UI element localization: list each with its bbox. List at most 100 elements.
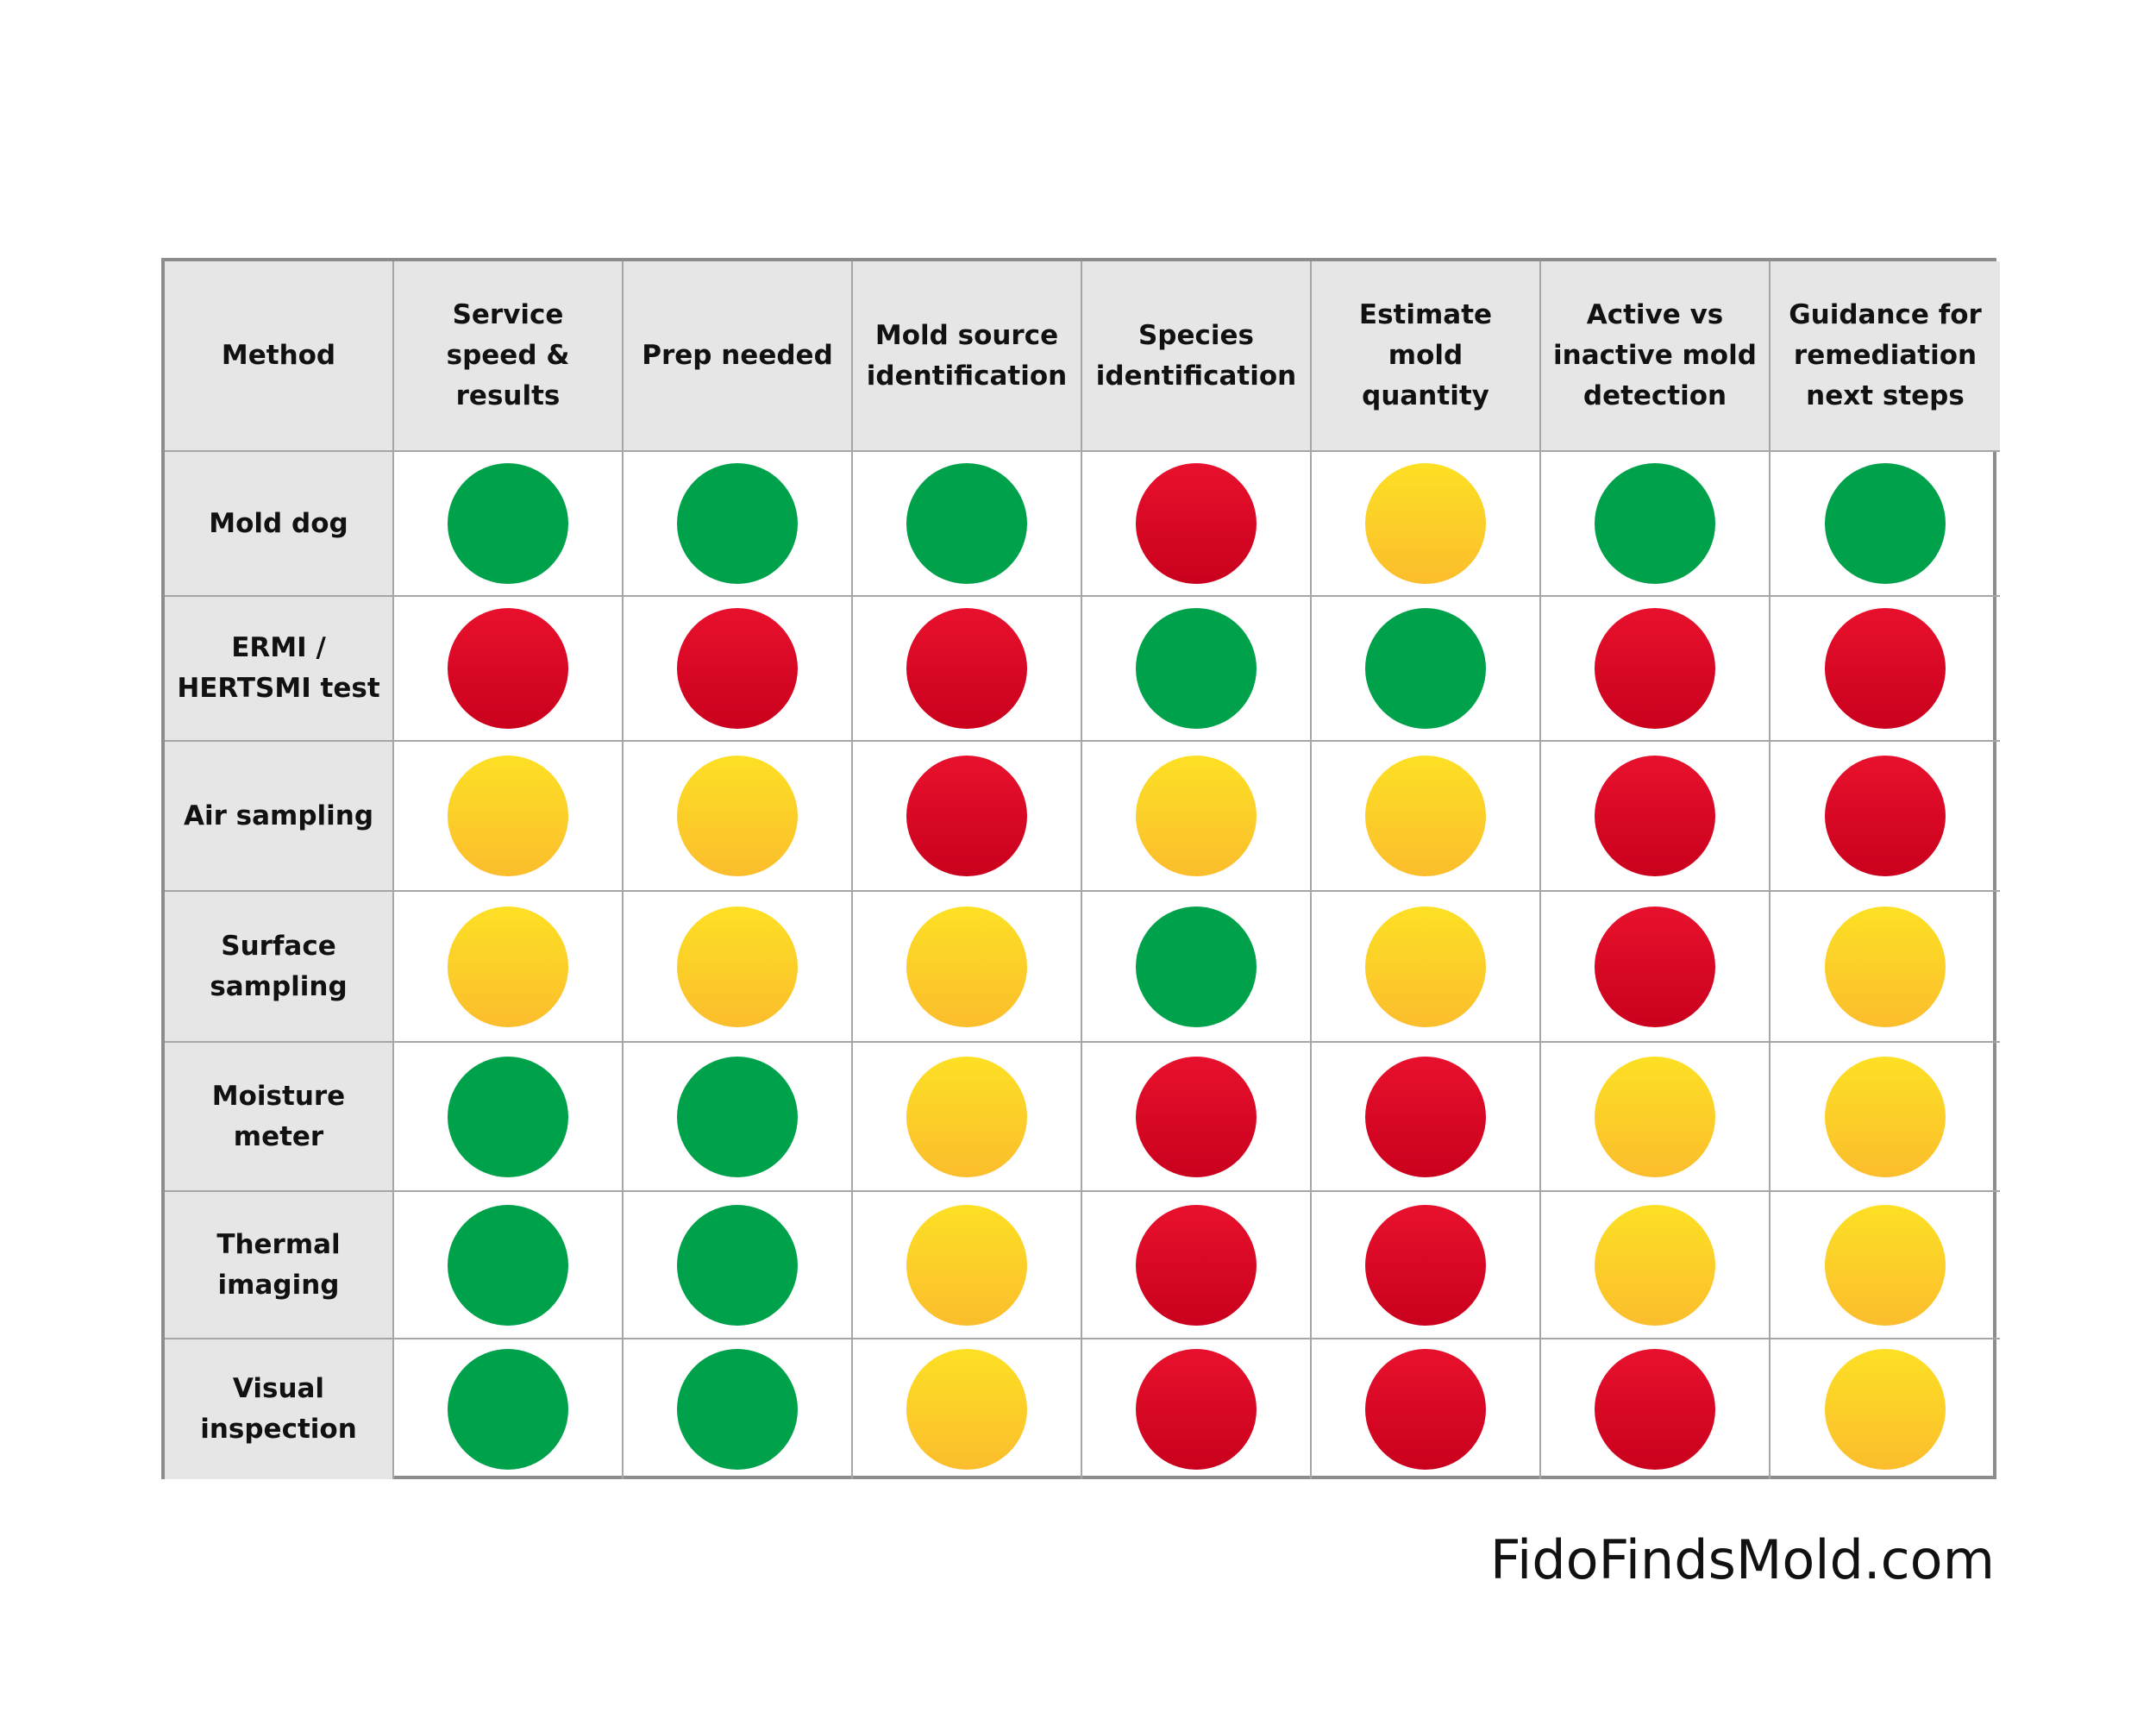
rating-dot bbox=[677, 756, 798, 876]
rating-dot bbox=[1595, 1349, 1715, 1470]
rating-cell bbox=[1541, 452, 1771, 597]
rating-dot bbox=[448, 906, 568, 1027]
rating-cell bbox=[1312, 597, 1541, 742]
rating-dot bbox=[677, 463, 798, 584]
rating-cell bbox=[1082, 1339, 1312, 1479]
rating-dot bbox=[1136, 756, 1257, 876]
rating-dot bbox=[677, 608, 798, 729]
rating-dot bbox=[1365, 1349, 1486, 1470]
header-cell: Active vs inactive mold detection bbox=[1541, 261, 1771, 452]
method-label: Moisture meter bbox=[165, 1043, 394, 1192]
rating-dot bbox=[1595, 463, 1715, 584]
rating-dot bbox=[1136, 1056, 1257, 1177]
rating-dot bbox=[1595, 1204, 1715, 1326]
rating-cell bbox=[853, 892, 1082, 1043]
header-cell: Mold source identification bbox=[853, 261, 1082, 452]
rating-dot bbox=[448, 1056, 568, 1177]
rating-cell bbox=[624, 892, 853, 1043]
rating-cell bbox=[624, 452, 853, 597]
rating-cell bbox=[394, 1339, 624, 1479]
rating-cell bbox=[624, 1043, 853, 1192]
rating-dot bbox=[1825, 608, 1946, 729]
rating-dot bbox=[906, 463, 1027, 584]
rating-cell bbox=[853, 1339, 1082, 1479]
rating-cell bbox=[853, 452, 1082, 597]
rating-cell bbox=[1771, 892, 2000, 1043]
rating-dot bbox=[906, 1056, 1027, 1177]
rating-dot bbox=[1136, 608, 1257, 729]
rating-cell bbox=[1541, 1339, 1771, 1479]
rating-dot bbox=[677, 1204, 798, 1326]
rating-dot bbox=[448, 756, 568, 876]
rating-dot bbox=[677, 1349, 798, 1470]
rating-dot bbox=[1136, 1349, 1257, 1470]
header-cell: Guidance for remediation next steps bbox=[1771, 261, 2000, 452]
rating-dot bbox=[1136, 906, 1257, 1027]
rating-dot bbox=[1365, 1056, 1486, 1177]
rating-dot bbox=[677, 906, 798, 1027]
rating-cell bbox=[624, 597, 853, 742]
rating-cell bbox=[624, 1339, 853, 1479]
rating-cell bbox=[1771, 1339, 2000, 1479]
rating-dot bbox=[906, 608, 1027, 729]
rating-dot bbox=[906, 756, 1027, 876]
rating-dot bbox=[1595, 756, 1715, 876]
method-label: Air sampling bbox=[165, 742, 394, 892]
rating-cell bbox=[1771, 1192, 2000, 1339]
rating-cell bbox=[1082, 597, 1312, 742]
rating-cell bbox=[394, 892, 624, 1043]
rating-cell bbox=[394, 1192, 624, 1339]
rating-dot bbox=[1136, 463, 1257, 584]
rating-dot bbox=[1595, 1056, 1715, 1177]
rating-cell bbox=[624, 742, 853, 892]
rating-cell bbox=[624, 1192, 853, 1339]
header-cell: Prep needed bbox=[624, 261, 853, 452]
rating-dot bbox=[1365, 756, 1486, 876]
rating-dot bbox=[448, 463, 568, 584]
header-cell: Method bbox=[165, 261, 394, 452]
rating-dot bbox=[906, 1204, 1027, 1326]
header-cell: Estimate mold quantity bbox=[1312, 261, 1541, 452]
rating-cell bbox=[1771, 742, 2000, 892]
rating-cell bbox=[1312, 892, 1541, 1043]
rating-cell bbox=[1082, 1192, 1312, 1339]
rating-cell bbox=[394, 452, 624, 597]
rating-dot bbox=[448, 1204, 568, 1326]
rating-cell bbox=[1082, 452, 1312, 597]
rating-cell bbox=[394, 742, 624, 892]
header-cell: Species identification bbox=[1082, 261, 1312, 452]
rating-dot bbox=[1825, 463, 1946, 584]
method-label: Visual inspection bbox=[165, 1339, 394, 1479]
rating-cell bbox=[853, 597, 1082, 742]
method-label: Surface sampling bbox=[165, 892, 394, 1043]
rating-cell bbox=[1312, 742, 1541, 892]
rating-cell bbox=[1312, 1192, 1541, 1339]
rating-cell bbox=[1771, 452, 2000, 597]
rating-dot bbox=[1825, 1204, 1946, 1326]
rating-dot bbox=[906, 1349, 1027, 1470]
rating-dot bbox=[1825, 1056, 1946, 1177]
rating-cell bbox=[1541, 1043, 1771, 1192]
rating-cell bbox=[1541, 892, 1771, 1043]
rating-cell bbox=[1541, 742, 1771, 892]
rating-cell bbox=[1312, 1043, 1541, 1192]
method-label: Mold dog bbox=[165, 452, 394, 597]
rating-cell bbox=[1312, 452, 1541, 597]
rating-dot bbox=[1365, 1204, 1486, 1326]
rating-cell bbox=[1541, 597, 1771, 742]
method-label: ERMI / HERTSMI test bbox=[165, 597, 394, 742]
rating-cell bbox=[394, 1043, 624, 1192]
rating-cell bbox=[1082, 742, 1312, 892]
rating-cell bbox=[1771, 597, 2000, 742]
rating-cell bbox=[1312, 1339, 1541, 1479]
rating-cell bbox=[1082, 1043, 1312, 1192]
rating-dot bbox=[1365, 906, 1486, 1027]
rating-cell bbox=[1541, 1192, 1771, 1339]
rating-dot bbox=[448, 608, 568, 729]
rating-dot bbox=[906, 906, 1027, 1027]
rating-cell bbox=[1771, 1043, 2000, 1192]
rating-dot bbox=[1365, 463, 1486, 584]
rating-dot bbox=[1136, 1204, 1257, 1326]
rating-dot bbox=[448, 1349, 568, 1470]
